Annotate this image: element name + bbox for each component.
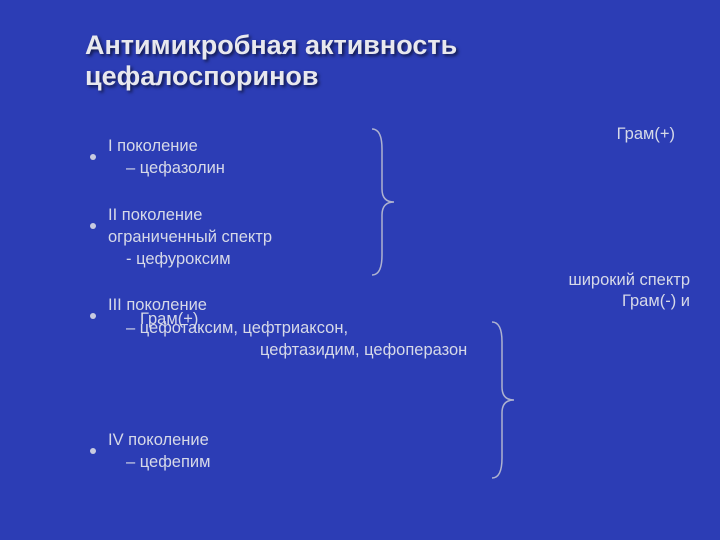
bullet-disc <box>90 223 96 229</box>
gen4-label: IV поколение <box>108 429 209 451</box>
brace-top <box>368 127 398 282</box>
generation-4: IV поколение цефепим <box>90 429 680 474</box>
broad-line-2: Грам(-) и <box>622 292 690 310</box>
slide-title: Антимикробная активность цефалоспоринов <box>85 30 457 92</box>
gen2-label: II поколение <box>108 204 202 226</box>
title-line-1: Антимикробная активность <box>85 30 457 60</box>
gen3-drugs-2: цефтазидим, цефоперазон <box>90 339 680 361</box>
bullet-disc <box>90 154 96 160</box>
generation-3-extra <box>90 371 680 429</box>
gram-plus-left: Грам(+) <box>140 310 198 329</box>
gen4-drug: цефепим <box>90 451 680 473</box>
gen1-label: I поколение <box>108 135 198 157</box>
broad-spectrum-label: широкий спектр Грам(-) и <box>568 270 690 313</box>
gram-plus-label: Грам(+) <box>617 125 675 144</box>
brace-bottom <box>488 320 518 485</box>
broad-line-1: широкий спектр <box>568 271 690 289</box>
title-line-2: цефалоспоринов <box>85 61 319 91</box>
